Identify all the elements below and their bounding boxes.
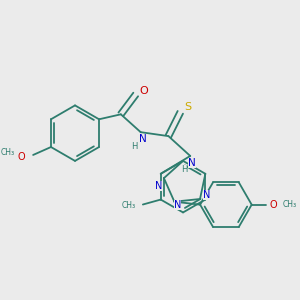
Text: N: N: [174, 200, 181, 210]
Text: CH₃: CH₃: [282, 200, 296, 209]
Text: S: S: [185, 102, 192, 112]
Text: CH₃: CH₃: [122, 201, 136, 210]
Text: H: H: [131, 142, 138, 151]
Text: N: N: [203, 190, 211, 200]
Text: H: H: [181, 165, 188, 174]
Text: O: O: [139, 85, 148, 95]
Text: N: N: [139, 134, 146, 144]
Text: O: O: [270, 200, 277, 210]
Text: N: N: [188, 158, 196, 168]
Text: O: O: [17, 152, 25, 162]
Text: N: N: [155, 181, 163, 191]
Text: CH₃: CH₃: [0, 148, 14, 158]
